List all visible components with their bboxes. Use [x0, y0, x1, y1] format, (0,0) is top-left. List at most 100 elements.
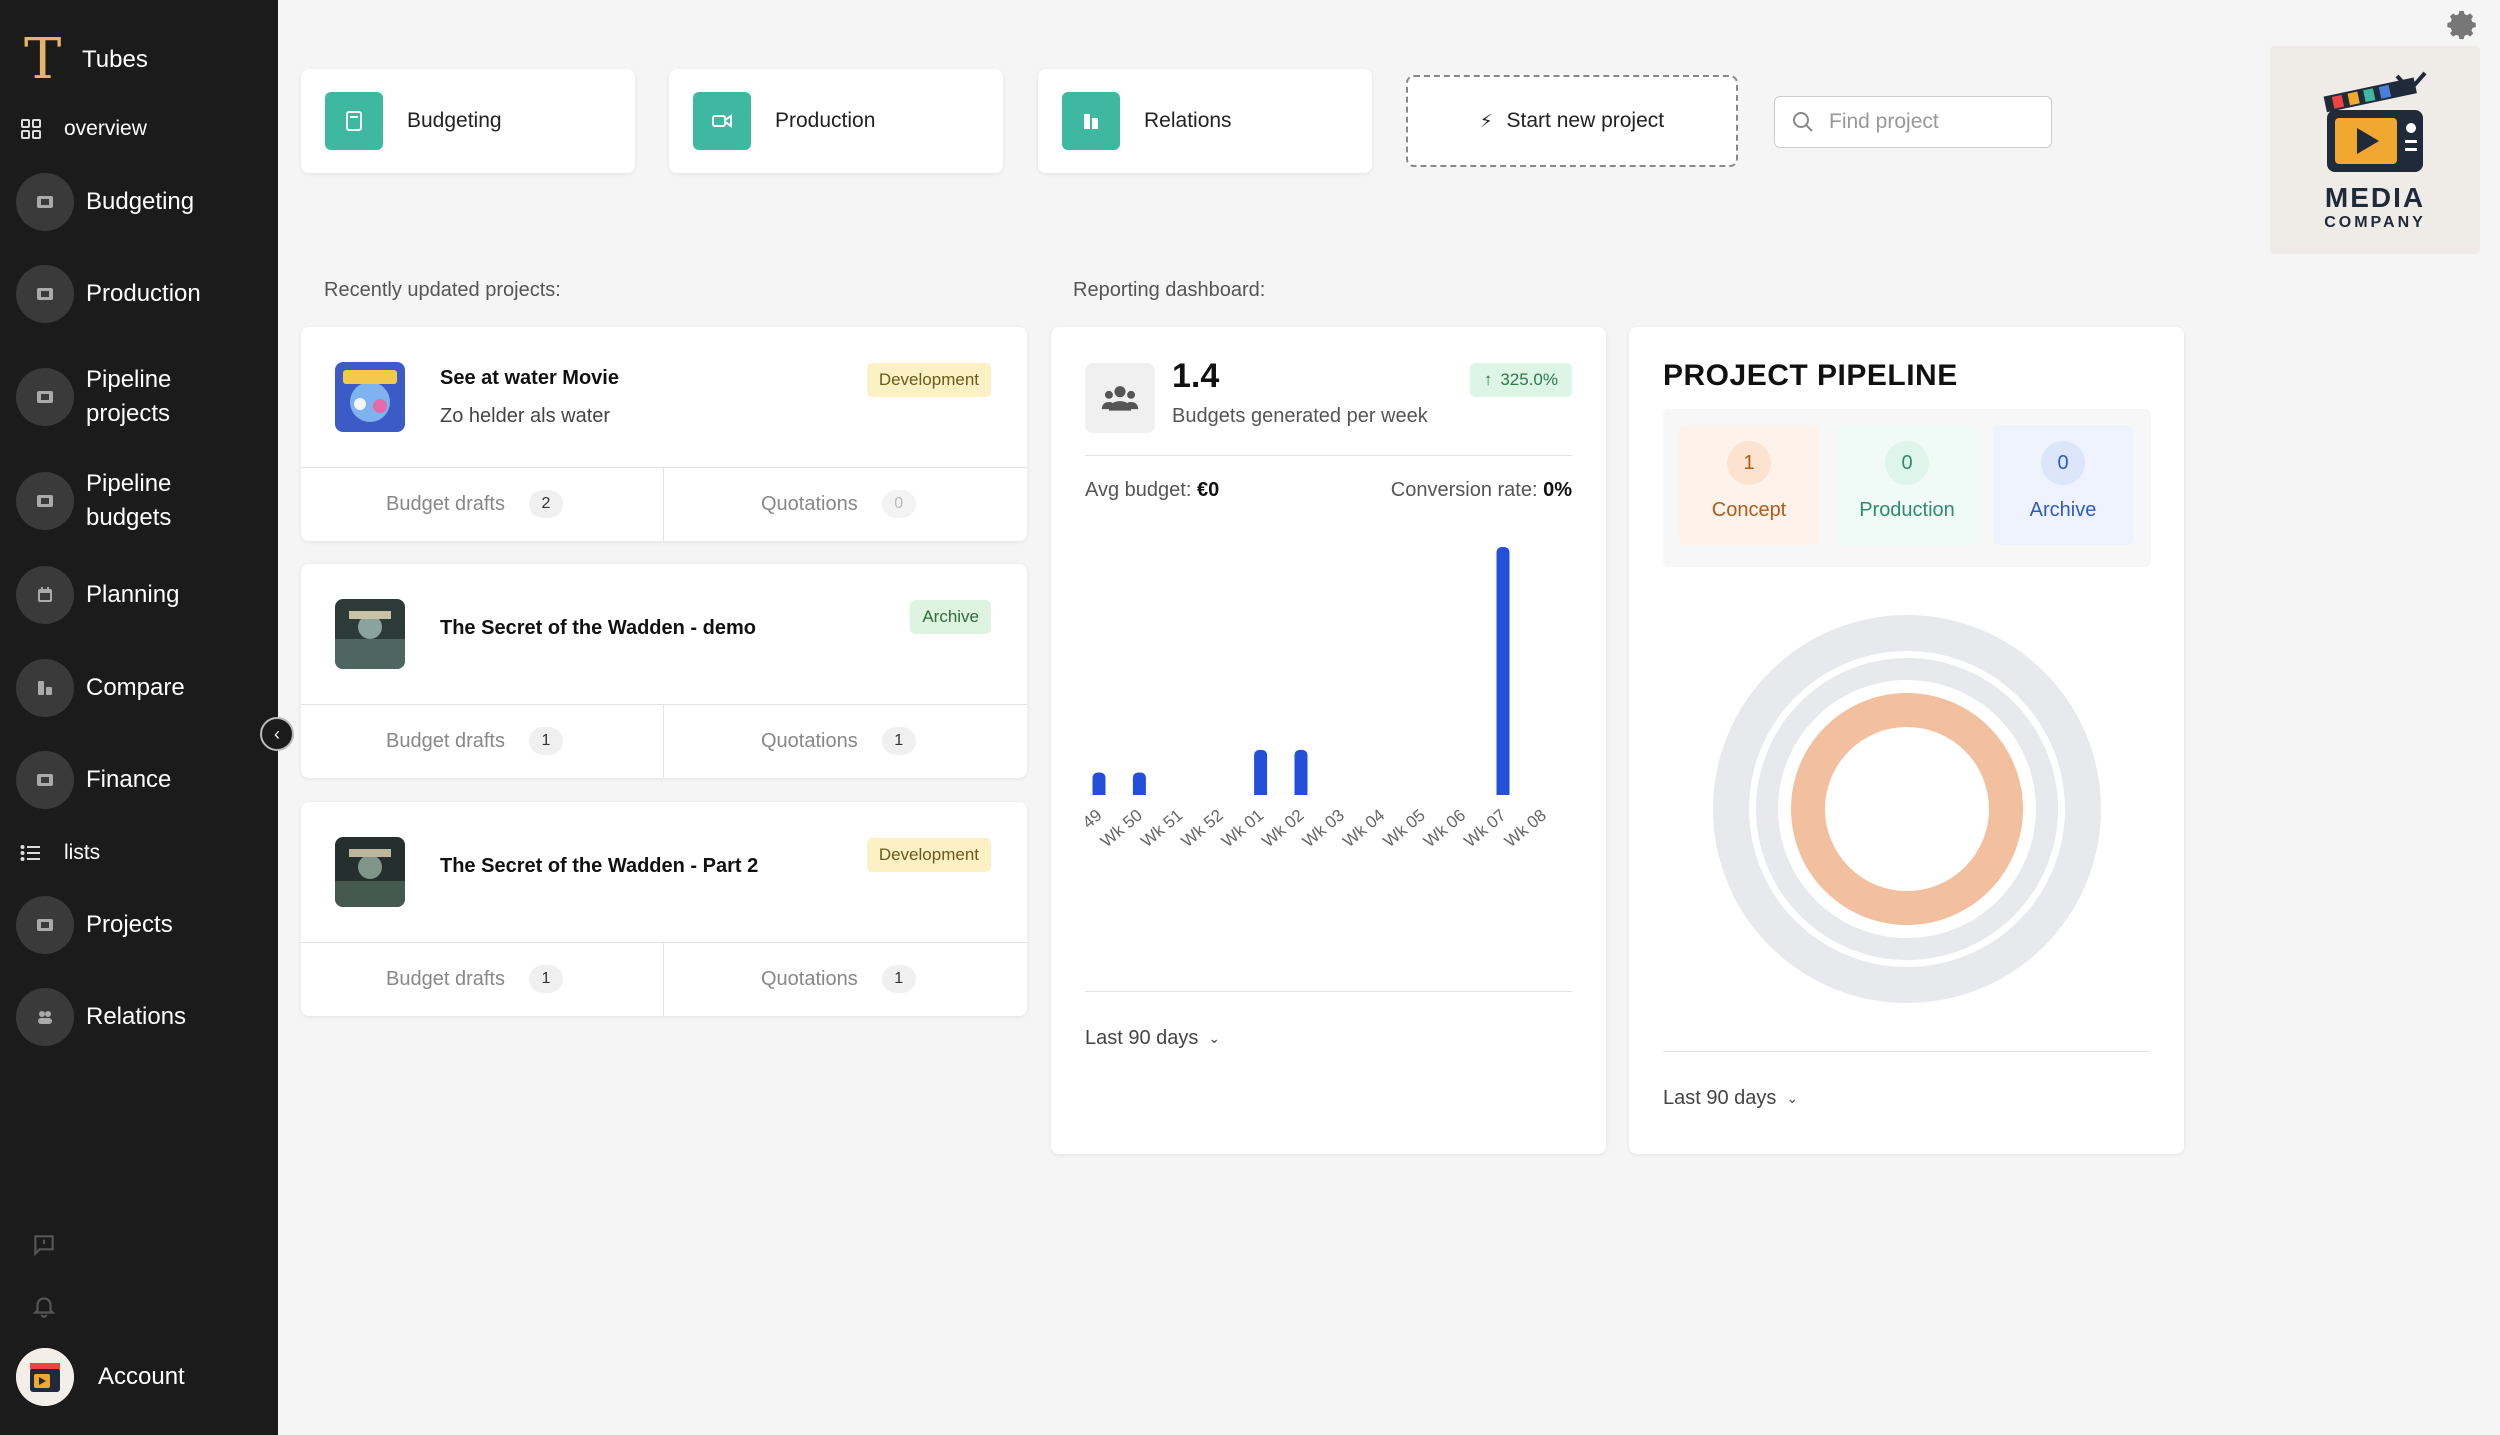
company-logo-line2: COMPANY [2324, 214, 2426, 231]
chart-bar[interactable] [1254, 749, 1268, 795]
sidebar-item-label: Relations [86, 1003, 187, 1030]
quotations-count: 1 [881, 727, 916, 755]
film-icon [16, 896, 74, 954]
stage-label: Production [1859, 499, 1955, 521]
grid-icon [16, 114, 46, 144]
budget-drafts-link[interactable]: Budget drafts 1 [386, 704, 563, 778]
project-title[interactable]: The Secret of the Wadden - demo [440, 617, 756, 639]
feedback-icon[interactable] [28, 1229, 60, 1261]
sidebar-item-relations[interactable]: Relations [16, 988, 266, 1046]
pipeline-stages: 1 Concept 0 Production 0 Archive [1663, 409, 2151, 567]
bell-icon[interactable] [28, 1290, 60, 1322]
x-tick-label: Wk 03 [1299, 806, 1348, 852]
film-icon [16, 751, 74, 809]
divider [301, 704, 1027, 705]
budget-drafts-link[interactable]: Budget drafts 1 [386, 942, 563, 1016]
chart-bar[interactable] [1496, 547, 1510, 795]
search-input[interactable] [1829, 110, 2029, 134]
ring-concept[interactable] [1791, 693, 2023, 925]
reporting-dashboard-title: Reporting dashboard: [1073, 279, 1266, 301]
sidebar-item-finance[interactable]: Finance [16, 751, 266, 809]
x-tick-label: Wk 06 [1420, 806, 1469, 852]
sidebar-item-pipeline-budgets[interactable]: Pipeline budgets [16, 467, 171, 535]
stage-label: Concept [1711, 499, 1787, 521]
quick-link-label: Relations [1144, 109, 1232, 132]
sidebar-item-label: Finance [86, 766, 172, 793]
project-card[interactable]: The Secret of the Wadden - Part 2 Develo… [301, 802, 1027, 1016]
company-logo-line1: MEDIA [2324, 182, 2426, 213]
calendar-icon [16, 566, 74, 624]
start-new-project-button[interactable]: ⚡ Start new project [1406, 75, 1738, 167]
period-label: Last 90 days [1085, 1027, 1199, 1049]
overview-section[interactable]: overview [16, 114, 147, 144]
project-thumbnail [335, 362, 405, 432]
sidebar-item-planning[interactable]: Planning [16, 566, 266, 624]
change-value: 325.0% [1500, 370, 1558, 389]
project-title[interactable]: See at water Movie [440, 367, 619, 389]
quick-link-budgeting[interactable]: Budgeting [301, 69, 635, 173]
brand-logo: T [24, 27, 62, 92]
project-pipeline-card: PROJECT PIPELINE 1 Concept 0 Production … [1629, 327, 2184, 1154]
settings-gear-icon[interactable] [2446, 8, 2480, 42]
chart-bar[interactable] [1092, 772, 1106, 795]
quotations-link[interactable]: Quotations 0 [761, 467, 916, 541]
account-label: Account [98, 1363, 185, 1390]
stage-label: Archive [2029, 499, 2097, 521]
ring-production[interactable] [1756, 658, 2058, 960]
divider [301, 942, 1027, 943]
project-title[interactable]: The Secret of the Wadden - Part 2 [440, 855, 759, 877]
sidebar-item-label: Planning [86, 581, 180, 608]
lists-section[interactable]: lists [16, 838, 100, 868]
film-icon [16, 368, 74, 426]
quotations-label: Quotations [761, 967, 858, 990]
stage-count: 1 [1727, 441, 1771, 485]
chart-bar[interactable] [1132, 772, 1146, 795]
sidebar-item-label: Budgeting [86, 188, 195, 215]
stage-production[interactable]: 0 Production [1837, 425, 1977, 545]
account-menu[interactable]: Account [16, 1348, 185, 1406]
project-card[interactable]: The Secret of the Wadden - demo Archive … [301, 564, 1027, 778]
reporting-card: 1.4 Budgets generated per week ↑ 325.0% … [1051, 327, 1606, 1154]
period-dropdown[interactable]: Last 90 days ⌄ [1085, 1027, 1220, 1050]
find-project-search[interactable] [1774, 96, 2052, 148]
sidebar-item-budgeting[interactable]: Budgeting [16, 173, 266, 231]
stage-archive[interactable]: 0 Archive [1993, 425, 2133, 545]
sidebar-item-projects[interactable]: Projects [16, 896, 266, 954]
pipeline-donut-chart [1713, 615, 2101, 1003]
status-badge: Development [866, 838, 991, 872]
collapse-sidebar-button[interactable]: ‹ [260, 717, 294, 751]
budget-drafts-count: 1 [528, 727, 563, 755]
company-logo: MEDIA COMPANY [2270, 46, 2480, 254]
avg-budget-value: €0 [1196, 479, 1220, 501]
avg-budget: Avg budget: €0 [1085, 479, 1219, 502]
video-icon [693, 92, 751, 150]
quick-link-production[interactable]: Production [669, 69, 1003, 173]
quotations-link[interactable]: Quotations 1 [761, 704, 916, 778]
conversion-rate-label: Conversion rate: [1390, 479, 1538, 501]
arrow-up-icon: ↑ [1483, 370, 1493, 389]
budget-drafts-link[interactable]: Budget drafts 2 [386, 467, 563, 541]
quotations-link[interactable]: Quotations 1 [761, 942, 916, 1016]
lightning-icon: ⚡ [1479, 110, 1493, 131]
ring-archive[interactable] [1713, 615, 2101, 1003]
quotations-count: 1 [881, 965, 916, 993]
sidebar-item-compare[interactable]: Compare [16, 659, 266, 717]
conversion-rate: Conversion rate: 0% [1391, 479, 1572, 502]
x-tick-label: Wk 08 [1501, 806, 1550, 852]
period-dropdown[interactable]: Last 90 days ⌄ [1663, 1087, 1798, 1110]
project-card[interactable]: See at water Movie Zo helder als water D… [301, 327, 1027, 541]
overview-label: overview [64, 117, 147, 140]
sidebar-item-pipeline-projects[interactable]: Pipeline projects [16, 363, 171, 431]
chart-bar[interactable] [1294, 749, 1308, 795]
sidebar-item-label: Pipeline budgets [86, 470, 172, 531]
project-subtitle: Zo helder als water [440, 405, 611, 427]
stage-concept[interactable]: 1 Concept [1679, 425, 1819, 545]
sidebar-item-production[interactable]: Production [16, 265, 266, 323]
period-label: Last 90 days [1663, 1087, 1777, 1109]
brand[interactable]: T Tubes [24, 32, 148, 88]
calculator-icon [325, 92, 383, 150]
x-tick-label: Wk 51 [1137, 806, 1186, 852]
quick-link-relations[interactable]: Relations [1038, 69, 1372, 173]
budget-drafts-label: Budget drafts [386, 492, 505, 515]
